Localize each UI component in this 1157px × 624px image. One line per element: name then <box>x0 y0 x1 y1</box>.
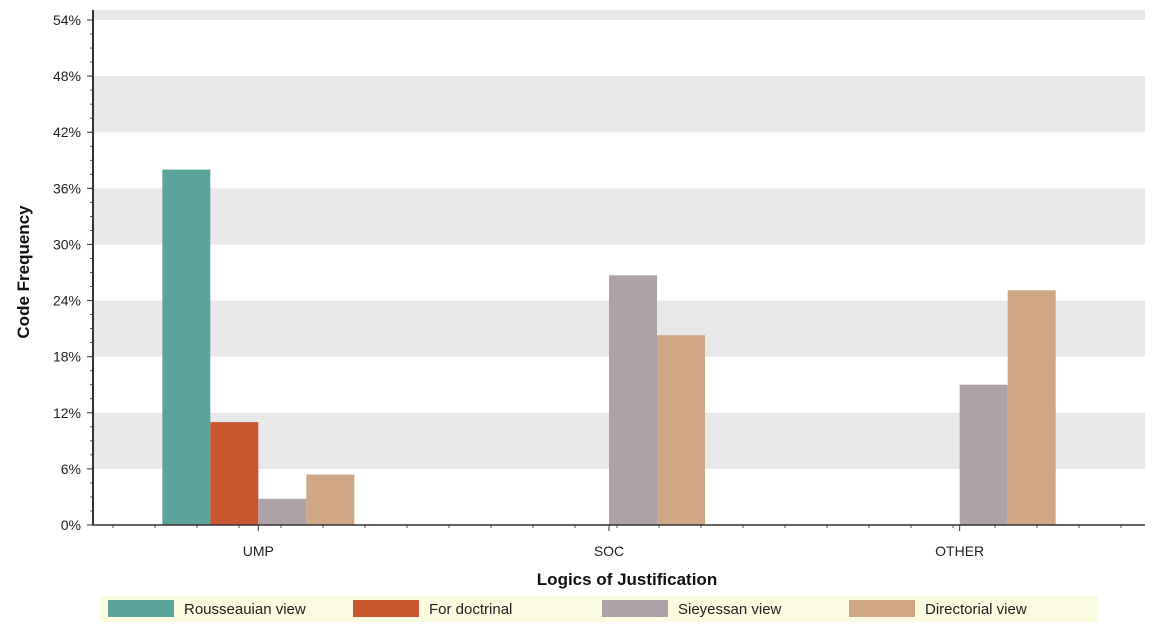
bar-for-doctrinal-ump <box>210 422 259 525</box>
x-axis-title: Logics of Justification <box>537 570 717 589</box>
y-tick-label: 24% <box>53 293 81 309</box>
x-tick-labels: UMP SOC OTHER <box>243 543 984 559</box>
bar-sieyessan-view-soc <box>609 275 657 525</box>
y-axis-title: Code Frequency <box>14 205 33 339</box>
legend-label: For doctrinal <box>429 601 512 618</box>
x-tick-label: SOC <box>594 543 624 559</box>
grid-band <box>93 188 1145 245</box>
y-tick-label: 36% <box>53 180 81 196</box>
bar-sieyessan-view-ump <box>258 498 307 525</box>
bar-directorial-view-other <box>1007 290 1056 525</box>
y-tick-label: 0% <box>61 517 81 533</box>
legend-box <box>100 596 1098 622</box>
axes <box>87 10 1145 531</box>
y-tick-label: 30% <box>53 236 81 252</box>
legend-label: Sieyessan view <box>678 601 782 618</box>
y-tick-label: 48% <box>53 68 81 84</box>
bar-directorial-view-ump <box>306 474 355 525</box>
x-tick-label: UMP <box>243 543 274 559</box>
bar-sieyessan-view-other <box>959 384 1008 525</box>
y-tick-labels: 0% 6% 12% 18% 24% 30% 36% 42% 48% 54% <box>53 12 81 533</box>
grid-band <box>93 10 1145 20</box>
bars <box>162 169 1056 525</box>
bar-directorial-view-soc <box>657 335 705 525</box>
legend-swatch <box>602 600 668 617</box>
bar-rousseauian-view-ump <box>162 169 211 525</box>
legend-swatch <box>108 600 174 617</box>
y-tick-label: 54% <box>53 12 81 28</box>
y-tick-label: 18% <box>53 349 81 365</box>
x-tick-label: OTHER <box>935 543 984 559</box>
y-tick-label: 42% <box>53 124 81 140</box>
legend-swatch <box>849 600 915 617</box>
legend-swatch <box>353 600 419 617</box>
legend: Rousseauian view For doctrinal Sieyessan v… <box>100 596 1098 622</box>
grid-band <box>93 76 1145 133</box>
y-tick-label: 6% <box>61 461 81 477</box>
legend-label: Directorial view <box>925 601 1027 618</box>
y-tick-label: 12% <box>53 405 81 421</box>
legend-label: Rousseauian view <box>184 601 306 618</box>
